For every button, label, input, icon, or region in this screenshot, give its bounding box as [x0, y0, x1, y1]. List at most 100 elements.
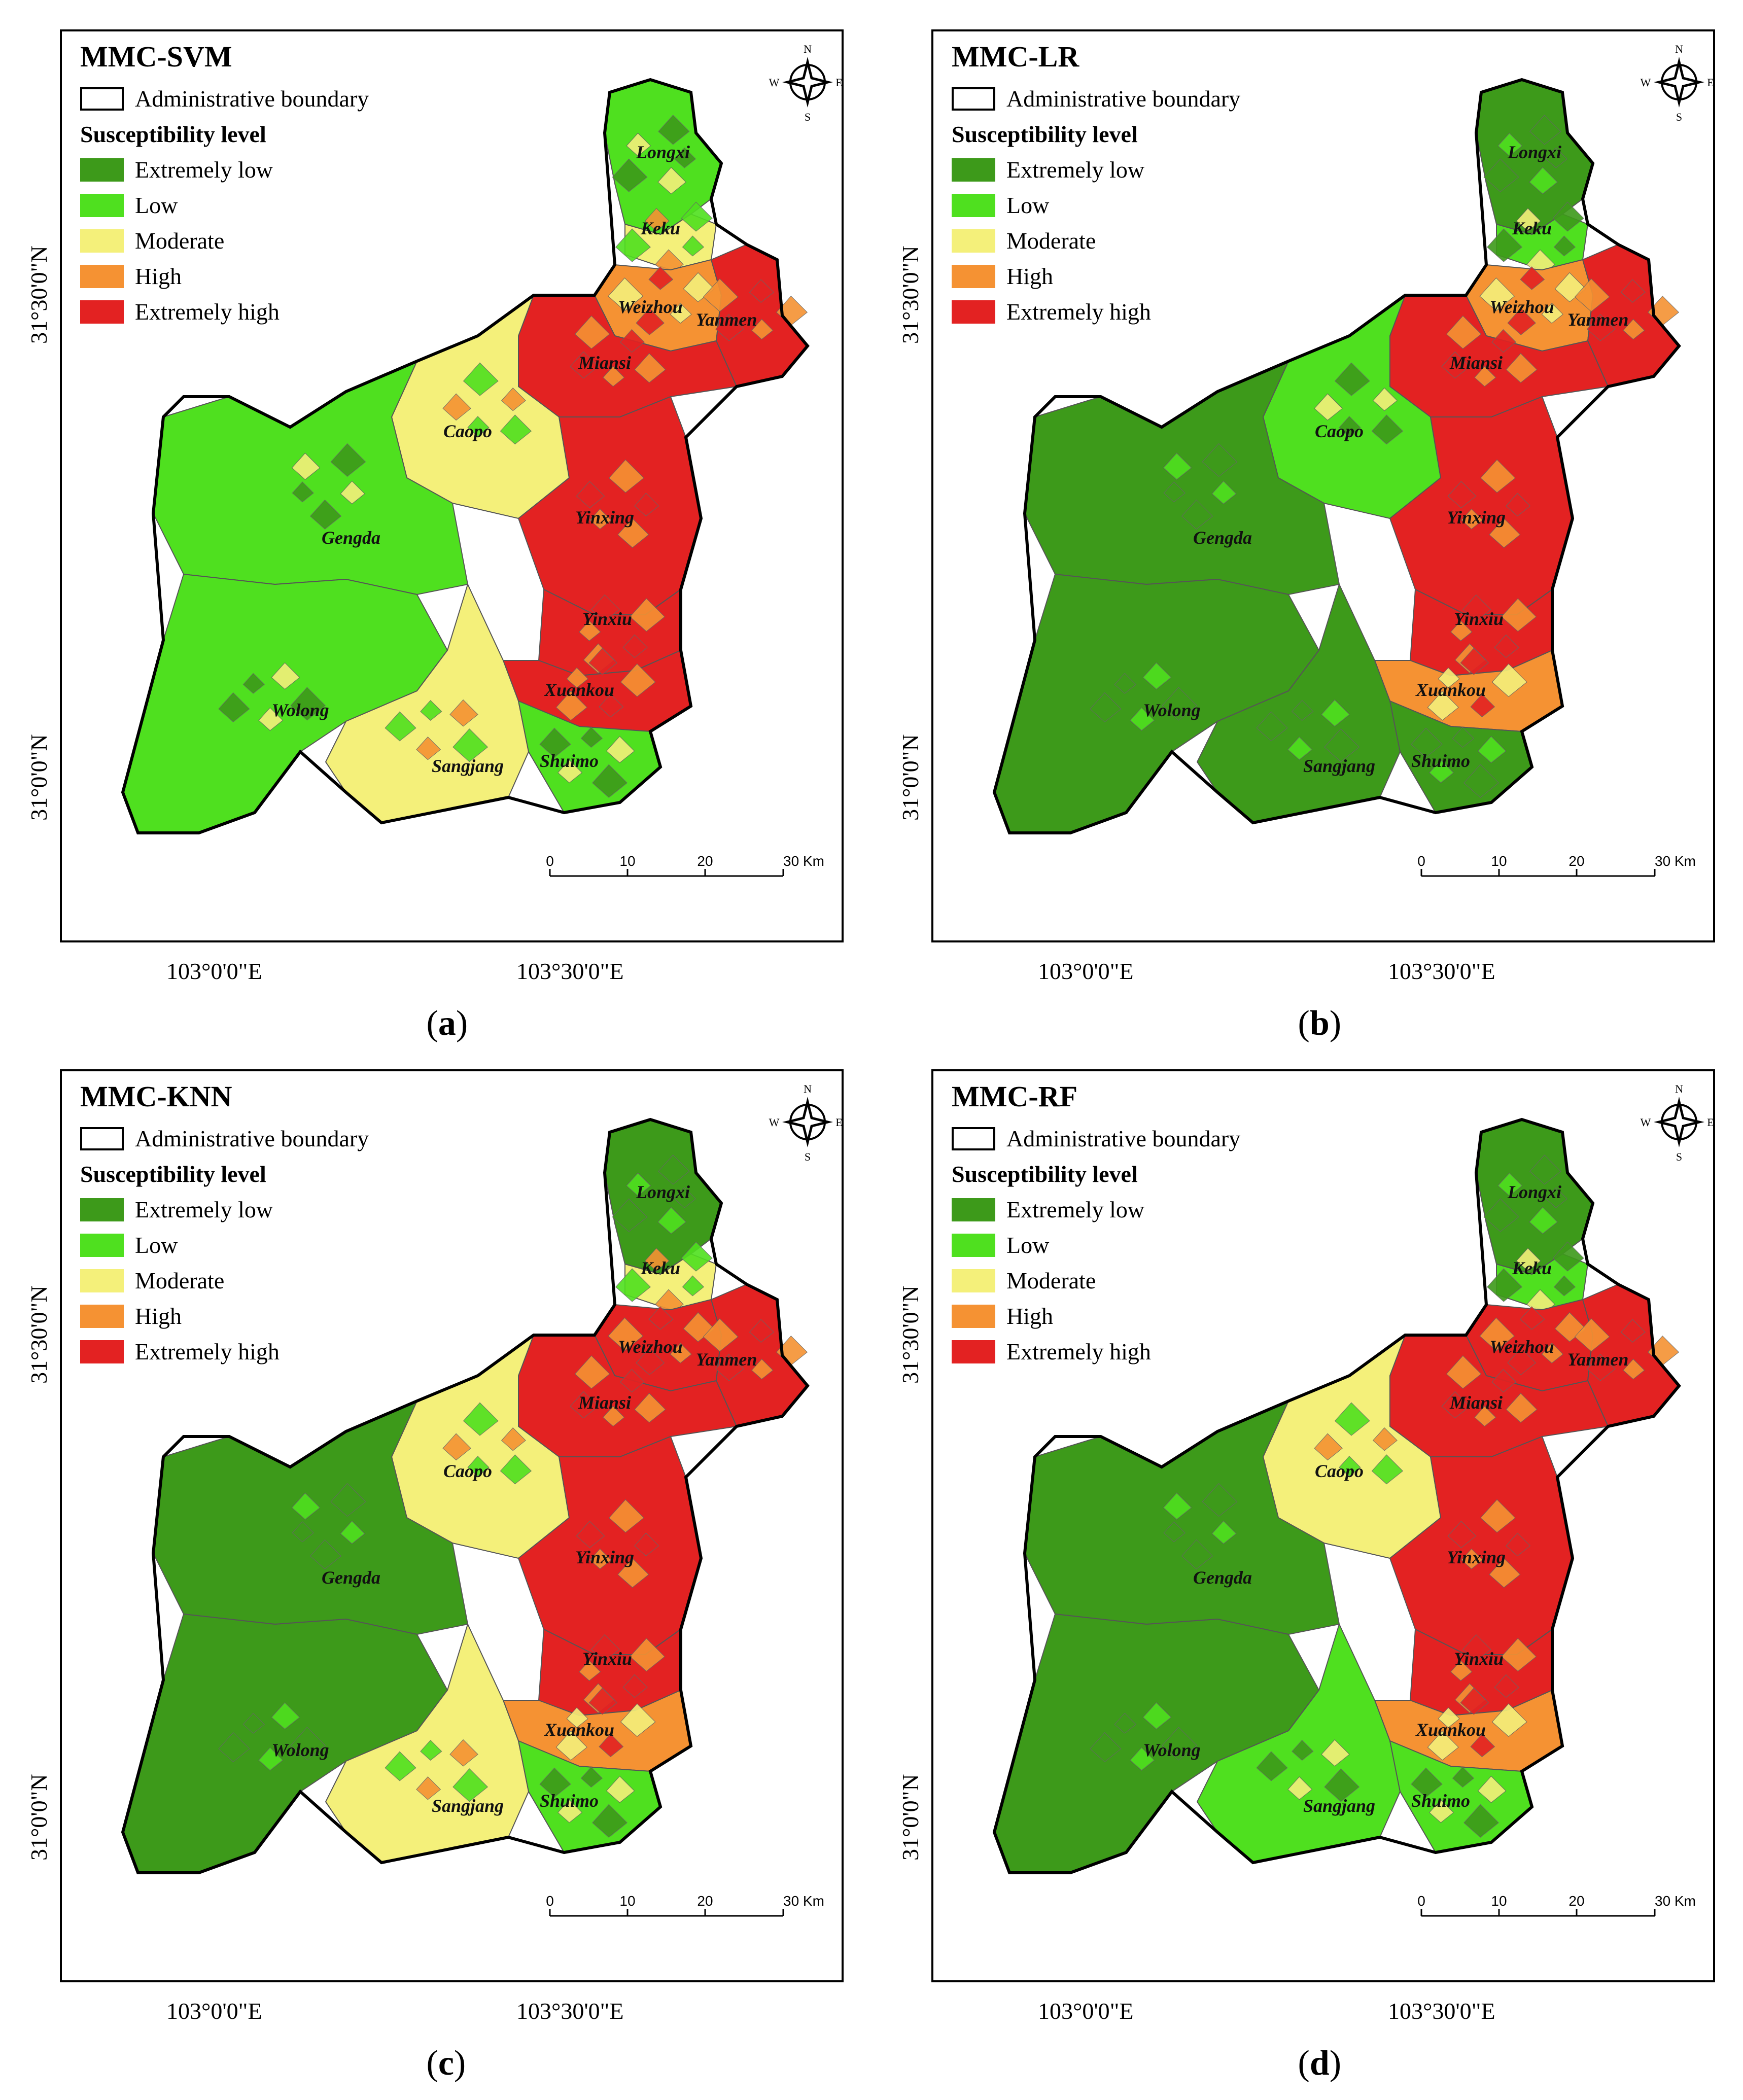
region-patch — [749, 1319, 774, 1343]
scale-bar: 0 10 20 30 Km — [1417, 1893, 1696, 1917]
region-patch — [242, 1712, 265, 1734]
region-label-yinxiu: Yinxiu — [582, 609, 632, 629]
region-patch — [626, 132, 651, 157]
region-patch — [1446, 1355, 1482, 1389]
region-patch — [442, 1433, 471, 1461]
legend-boundary: Administrative boundary — [80, 85, 369, 112]
region-patch — [1411, 727, 1443, 758]
lat-label: 31°30'0"N — [26, 1285, 52, 1384]
region-patch — [292, 481, 314, 503]
legend-label-boundary: Administrative boundary — [135, 1126, 369, 1151]
panel-caption: (a) — [426, 1004, 468, 1043]
region-label-keku: Keku — [1512, 218, 1552, 238]
region-label-xuankou: Xuankou — [544, 1720, 614, 1740]
region-label-gengda: Gengda — [322, 528, 380, 548]
region-patch — [1463, 1804, 1499, 1838]
region-patch — [555, 690, 587, 721]
region-patch — [309, 499, 342, 530]
region-patch — [1287, 1776, 1313, 1800]
region-patch — [636, 308, 665, 335]
legend-item-mod: Moderate — [80, 1267, 224, 1294]
region-patch — [644, 207, 670, 232]
compass-rose-icon: N S E W — [769, 1082, 843, 1163]
region-patch — [1587, 314, 1616, 341]
region-label-sangjang: Sangjang — [432, 1796, 504, 1816]
region-patch — [1574, 1318, 1610, 1352]
region-label-shuimo: Shuimo — [540, 1791, 599, 1811]
scale-tick-label: 30 Km — [783, 853, 824, 869]
region-label-wolong: Wolong — [1143, 700, 1200, 720]
region-patch — [648, 1306, 674, 1330]
region-patch — [617, 518, 649, 548]
compass-inner — [792, 1107, 823, 1137]
legend-item-xlow: Extremely low — [80, 1196, 273, 1223]
caption-letter: d — [1309, 2044, 1330, 2083]
legend-label: Low — [1006, 1232, 1050, 1258]
region-patch — [606, 736, 635, 763]
region-label-yinxing: Yinxing — [575, 507, 634, 528]
region-patch — [1574, 278, 1610, 312]
region-patch — [271, 662, 300, 690]
compass-n: N — [804, 43, 812, 55]
region-patch — [1142, 662, 1172, 690]
region-patch — [599, 693, 624, 718]
region-patch — [258, 707, 284, 731]
region-patch — [1339, 416, 1361, 437]
compass-rose-icon: N S E W — [769, 43, 843, 123]
legend-heading: Susceptibility level — [952, 1161, 1138, 1187]
region-patch — [1623, 319, 1645, 340]
lon-label: 103°30'0"E — [1388, 1998, 1495, 2024]
region-patch — [1483, 1198, 1519, 1232]
legend-boundary: Administrative boundary — [952, 85, 1240, 112]
region-patch — [1314, 393, 1343, 421]
region-patch — [218, 1732, 250, 1762]
region-patch — [1491, 329, 1517, 353]
region-patch — [599, 1733, 624, 1758]
region-patch — [622, 634, 648, 658]
region-patch — [291, 452, 321, 480]
region-patch — [1516, 207, 1541, 232]
region-label-caopo: Caopo — [443, 1461, 492, 1481]
region-patch — [1587, 1354, 1616, 1381]
region-patch — [1130, 1747, 1155, 1771]
region-patch — [1477, 1775, 1507, 1803]
region-label-xuankou: Xuankou — [1415, 1720, 1486, 1740]
region-patch — [290, 1727, 326, 1761]
region-patch — [1163, 1521, 1186, 1543]
region-patch — [1463, 764, 1499, 798]
region-patch — [1314, 1433, 1343, 1461]
region-patch — [1162, 1727, 1198, 1761]
legend-item-xhigh: Extremely high — [952, 1338, 1151, 1365]
legend-item-low: Low — [952, 1232, 1049, 1258]
compass-inner — [792, 67, 823, 97]
region-patch — [330, 443, 366, 477]
region-patch — [1529, 1207, 1558, 1234]
region-patch — [501, 388, 526, 411]
legend-swatch — [952, 1269, 995, 1292]
region-patch — [681, 201, 713, 232]
legend-label: Extremely high — [135, 1339, 280, 1364]
region-patch — [626, 1172, 651, 1197]
legend-swatch — [952, 1198, 995, 1221]
region-patch — [612, 1198, 648, 1232]
legend-item-mod: Moderate — [952, 227, 1096, 254]
compass-inner — [1664, 1107, 1694, 1137]
region-patch — [242, 673, 265, 694]
region-patch — [416, 737, 441, 760]
region-patch — [682, 235, 705, 257]
region-patch — [574, 315, 610, 349]
region-label-keku: Keku — [640, 218, 680, 238]
region-patch — [1446, 315, 1482, 349]
lon-label: 103°30'0"E — [516, 1998, 624, 2024]
region-patch — [630, 598, 665, 632]
legend-swatch — [952, 1304, 995, 1328]
region-label-xuankou: Xuankou — [1415, 680, 1486, 700]
region-patch — [682, 1275, 705, 1297]
legend-swatch — [952, 193, 995, 217]
region-patch — [309, 1539, 342, 1569]
region-patch — [271, 1702, 300, 1730]
region-patch — [715, 1354, 744, 1381]
region-patch — [290, 687, 326, 721]
lon-label: 103°30'0"E — [516, 958, 624, 984]
region-patch — [292, 1521, 314, 1543]
